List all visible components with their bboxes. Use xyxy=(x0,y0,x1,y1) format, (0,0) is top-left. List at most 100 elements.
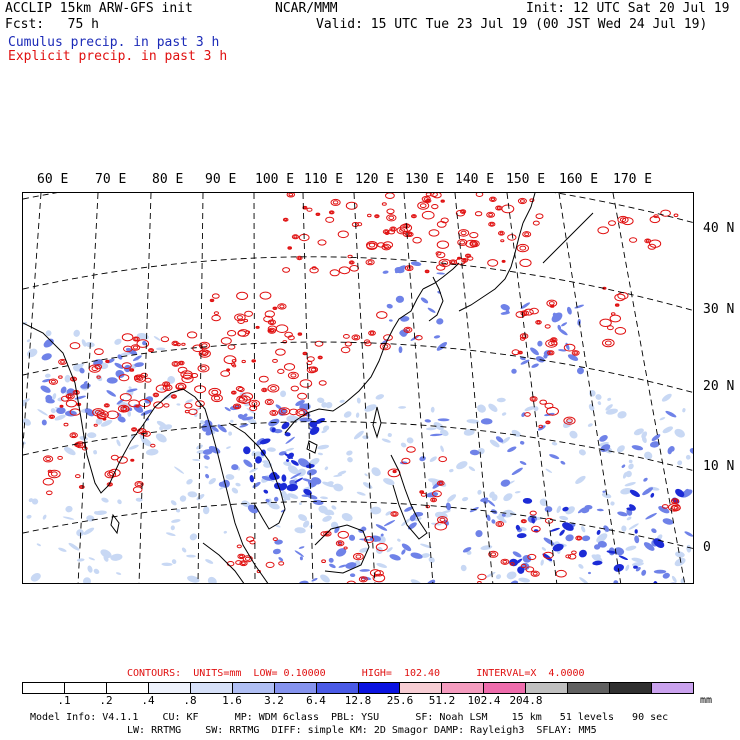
explicit-contour xyxy=(263,315,274,323)
meridian-line xyxy=(506,193,558,583)
cumulus-cell xyxy=(359,569,371,572)
cumulus-cell xyxy=(428,556,435,563)
explicit-contour xyxy=(134,481,144,488)
explicit-contour xyxy=(466,254,470,258)
cumulus-cell xyxy=(565,534,574,542)
cumulus-cell xyxy=(208,477,216,485)
cumulus-cell xyxy=(556,505,562,513)
explicit-contour xyxy=(306,356,315,362)
cumulus-cell xyxy=(596,508,604,512)
explicit-contour xyxy=(337,230,349,239)
cumulus-cell xyxy=(40,385,51,393)
cumulus-cell xyxy=(477,404,486,413)
cumulus-cell xyxy=(607,397,612,401)
cumulus-cell xyxy=(266,447,276,452)
meridian-line xyxy=(23,193,42,452)
explicit-contour xyxy=(177,384,184,389)
cumulus-cell xyxy=(511,429,521,437)
cumulus-cell xyxy=(449,468,454,473)
explicit-contour xyxy=(522,519,526,523)
explicit-contour xyxy=(539,399,548,405)
explicit-contour xyxy=(234,313,246,322)
cumulus-cell xyxy=(618,555,628,561)
cumulus-cell xyxy=(389,554,401,561)
cumulus-cell xyxy=(294,550,304,557)
cumulus-cell xyxy=(317,452,323,456)
run-title: ACCLIP 15km ARW-GFS init xyxy=(5,1,193,16)
explicit-contour xyxy=(529,307,539,315)
explicit-contour xyxy=(617,292,629,300)
coastline xyxy=(458,222,524,312)
cumulus-cell xyxy=(371,467,381,477)
explicit-contour xyxy=(173,362,178,366)
cumulus-cell xyxy=(239,423,249,428)
explicit-contour xyxy=(262,388,267,392)
explicit-contour xyxy=(425,193,432,197)
explicit-contour xyxy=(95,409,102,415)
explicit-contour xyxy=(92,408,105,417)
explicit-contour xyxy=(318,356,322,359)
explicit-contour xyxy=(182,372,194,380)
cumulus-cell xyxy=(539,498,548,507)
cumulus-cell xyxy=(445,502,451,511)
cumulus-cell xyxy=(106,377,118,384)
cumulus-cell xyxy=(633,428,644,436)
init-time: Init: 12 UTC Sat 20 Jul 19 xyxy=(526,1,730,16)
explicit-contour xyxy=(450,260,456,264)
cumulus-cell xyxy=(500,311,510,315)
explicit-contour xyxy=(190,373,199,378)
cumulus-cell xyxy=(295,400,305,406)
explicit-contour xyxy=(293,235,298,239)
colorbar-tick-label: 6.4 xyxy=(306,694,326,707)
explicit-contour xyxy=(179,361,184,365)
explicit-contour xyxy=(524,232,530,237)
cumulus-cell xyxy=(631,445,644,451)
parallel-line xyxy=(23,341,693,393)
cumulus-cell xyxy=(375,394,385,400)
cumulus-cell xyxy=(531,517,536,524)
cumulus-cell xyxy=(469,449,480,456)
explicit-contour xyxy=(372,573,386,583)
cumulus-cell xyxy=(421,553,430,558)
cumulus-cell xyxy=(237,414,245,420)
cumulus-cell xyxy=(170,525,175,531)
cumulus-cell xyxy=(73,329,80,337)
cumulus-cell xyxy=(42,378,51,383)
explicit-contour xyxy=(414,335,423,341)
cumulus-cell xyxy=(592,560,603,566)
explicit-contour xyxy=(548,341,555,346)
colorbar-tick-label: 102.4 xyxy=(467,694,501,707)
explicit-contour xyxy=(343,334,350,339)
cumulus-cell xyxy=(76,529,84,537)
explicit-contour xyxy=(288,246,292,250)
explicit-contour xyxy=(417,201,430,210)
cumulus-cell xyxy=(661,393,672,402)
cumulus-cell xyxy=(323,509,332,516)
cumulus-cell xyxy=(496,515,507,523)
cumulus-cell xyxy=(501,513,506,517)
explicit-contour xyxy=(277,303,287,310)
cumulus-cell xyxy=(268,502,280,510)
explicit-contour xyxy=(520,563,527,568)
cumulus-cell xyxy=(557,324,562,331)
explicit-contour xyxy=(50,379,56,384)
cumulus-cell xyxy=(620,487,633,495)
colorbar-swatch xyxy=(610,683,653,693)
cumulus-cell xyxy=(489,491,495,498)
explicit-contour xyxy=(211,389,219,395)
cumulus-cell xyxy=(641,569,647,576)
explicit-contour xyxy=(269,409,279,416)
cumulus-cell xyxy=(290,460,299,466)
cumulus-cell xyxy=(588,571,591,575)
meridian-line xyxy=(612,193,686,583)
explicit-contour xyxy=(48,378,58,385)
explicit-contour xyxy=(529,510,537,516)
explicit-contour xyxy=(490,552,497,557)
cumulus-cell xyxy=(419,456,426,462)
coastline xyxy=(306,440,318,454)
explicit-contour xyxy=(173,341,178,345)
cumulus-cell xyxy=(136,332,149,341)
explicit-contour xyxy=(149,348,153,352)
explicit-contour xyxy=(621,217,634,226)
cumulus-cell xyxy=(68,542,80,551)
